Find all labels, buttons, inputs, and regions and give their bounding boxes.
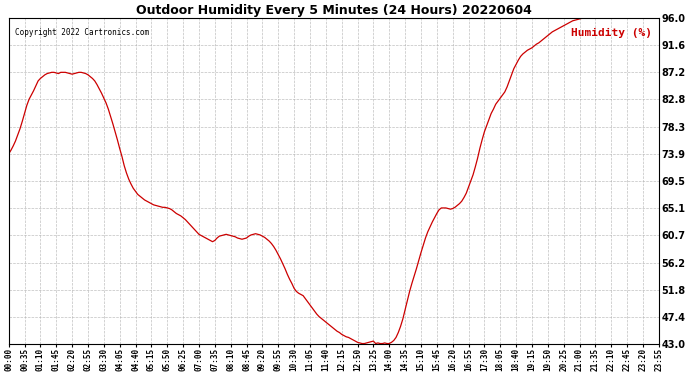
Text: Copyright 2022 Cartronics.com: Copyright 2022 Cartronics.com (15, 28, 149, 37)
Text: Humidity (%): Humidity (%) (571, 28, 652, 38)
Title: Outdoor Humidity Every 5 Minutes (24 Hours) 20220604: Outdoor Humidity Every 5 Minutes (24 Hou… (136, 4, 532, 17)
